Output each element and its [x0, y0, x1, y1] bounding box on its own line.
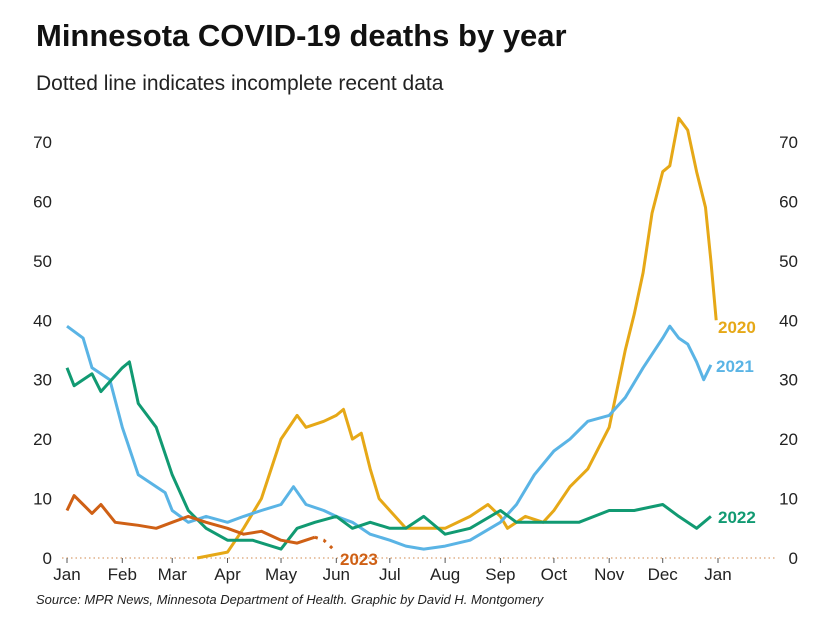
- y-tick-label-left: 20: [33, 430, 52, 449]
- y-tick-label-left: 10: [33, 490, 52, 509]
- x-tick-label: Nov: [594, 565, 625, 584]
- y-tick-label-right: 30: [779, 371, 798, 390]
- x-tick-label: Oct: [541, 565, 568, 584]
- series-label-2020: 2020: [718, 318, 756, 337]
- y-tick-label-left: 50: [33, 252, 52, 271]
- source-note: Source: MPR News, Minnesota Department o…: [36, 592, 544, 607]
- series-label-2021: 2021: [716, 357, 754, 376]
- y-tick-label-left: 40: [33, 311, 52, 330]
- x-tick-label: Jun: [323, 565, 350, 584]
- y-tick-label-right: 0: [789, 549, 798, 568]
- y-tick-label-right: 40: [779, 311, 798, 330]
- x-tick-label: Jan: [704, 565, 731, 584]
- series-label-2023: 2023: [340, 550, 378, 569]
- x-tick-label: Sep: [485, 565, 515, 584]
- x-tick-label: Aug: [430, 565, 460, 584]
- y-tick-label-left: 30: [33, 371, 52, 390]
- y-tick-label-right: 20: [779, 430, 798, 449]
- x-tick-label: Feb: [108, 565, 137, 584]
- y-tick-label-right: 60: [779, 192, 798, 211]
- series-line-2022: [65, 360, 712, 551]
- series-line-2023: [65, 494, 316, 545]
- x-tick-label: Jan: [53, 565, 80, 584]
- chart-title: Minnesota COVID-19 deaths by year: [36, 18, 567, 53]
- x-tick-label: Apr: [214, 565, 241, 584]
- y-tick-label-right: 50: [779, 252, 798, 271]
- series-label-2022: 2022: [718, 508, 756, 527]
- series-line-2021: [66, 324, 713, 551]
- series-incomplete-2023: [314, 535, 338, 554]
- x-tick-label: Dec: [648, 565, 679, 584]
- chart-subtitle: Dotted line indicates incomplete recent …: [36, 72, 444, 95]
- y-tick-label-left: 70: [33, 133, 52, 152]
- y-tick-label-left: 0: [43, 549, 52, 568]
- y-tick-label-left: 60: [33, 192, 52, 211]
- series-line-2020: [196, 116, 718, 560]
- y-tick-label-right: 70: [779, 133, 798, 152]
- x-tick-label: May: [265, 565, 298, 584]
- x-tick-label: Jul: [379, 565, 401, 584]
- y-tick-label-right: 10: [779, 490, 798, 509]
- x-tick-label: Mar: [158, 565, 188, 584]
